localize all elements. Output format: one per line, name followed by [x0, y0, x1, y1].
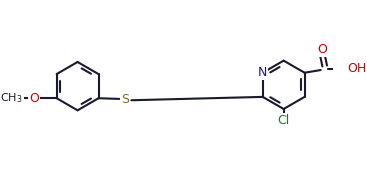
Text: CH$_3$: CH$_3$: [0, 91, 23, 105]
Text: O: O: [317, 43, 327, 56]
Text: N: N: [258, 66, 268, 79]
Text: S: S: [121, 93, 129, 106]
Text: O: O: [29, 92, 39, 105]
Text: OH: OH: [348, 62, 367, 75]
Text: Cl: Cl: [277, 114, 290, 127]
